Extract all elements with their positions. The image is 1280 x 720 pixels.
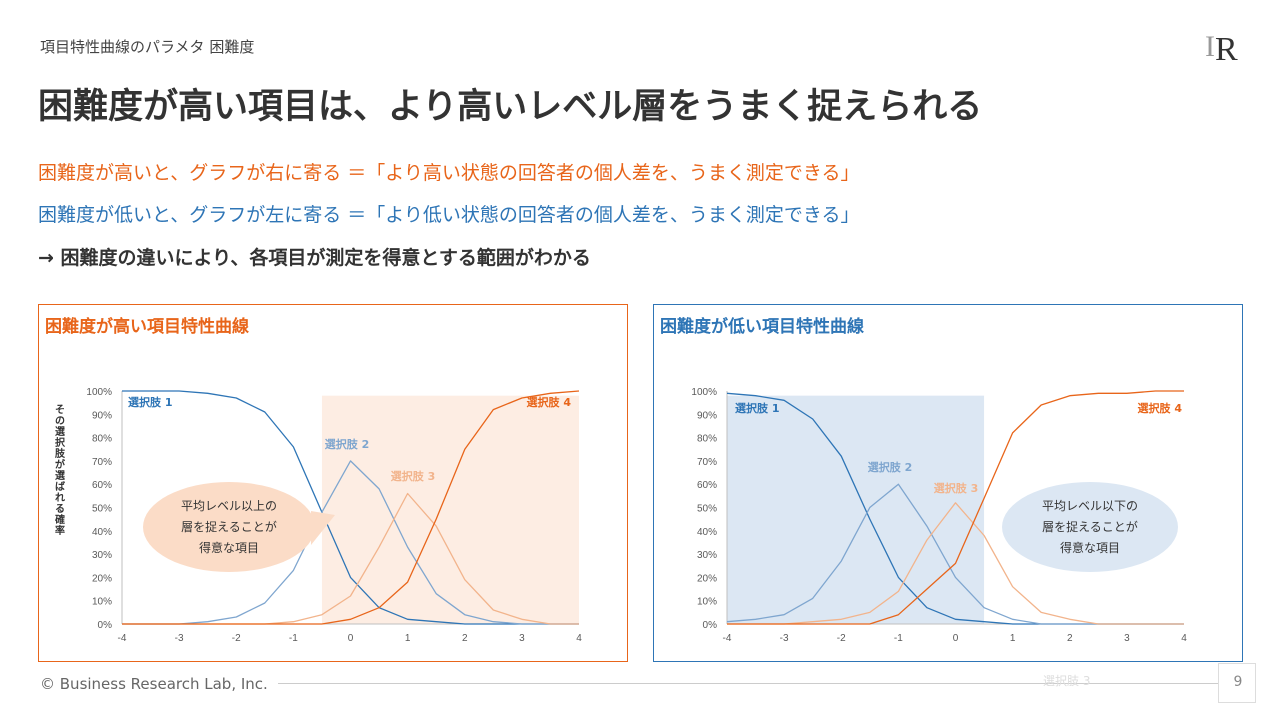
y-tick-label: 50% xyxy=(92,504,112,515)
x-tick-label: 2 xyxy=(1067,633,1073,644)
x-tick-label: -4 xyxy=(723,633,732,644)
x-tick-label: -3 xyxy=(175,633,184,644)
x-tick-label: -1 xyxy=(289,633,298,644)
y-tick-label: 20% xyxy=(92,573,112,584)
series-label-choice-4: 選択肢 4 xyxy=(527,395,572,409)
high-difficulty-chart: 0% 10% 20% 30% 40% 50% 60% 70% 80% 90% 100% -4 -3 -2 -… xyxy=(54,387,582,644)
y-tick-label: 60% xyxy=(697,480,717,491)
x-tick-label: 1 xyxy=(405,633,411,644)
page-number: 9 xyxy=(1233,674,1243,690)
y-tick-label: 30% xyxy=(697,550,717,561)
high-difficulty-panel: 困難度が高い項目特性曲線 0% 10% 20% 30% 40% 50% 60% 70% 80% 9… xyxy=(38,304,628,662)
x-tick-label: 2 xyxy=(462,633,468,644)
x-tick-label: -3 xyxy=(780,633,789,644)
page-title: 困難度が高い項目は、より高いレベル層をうまく捉えられる xyxy=(38,87,983,127)
callout-tail xyxy=(311,511,335,545)
copyright: © Business Research Lab, Inc. xyxy=(40,675,268,693)
footer-divider xyxy=(278,683,1218,684)
y-tick-label: 20% xyxy=(697,573,717,584)
y-tick-label: 50% xyxy=(697,504,717,515)
svg-text:R: R xyxy=(1215,31,1238,66)
y-tick-label: 90% xyxy=(697,410,717,421)
y-tick-label: 0% xyxy=(98,620,113,631)
company-logo: I R xyxy=(1203,26,1253,68)
page-number-box: 9 xyxy=(1218,663,1256,703)
high-difficulty-panel-title: 困難度が高い項目特性曲線 xyxy=(45,317,249,337)
y-axis-label: その選択肢が選ばれる確率 xyxy=(54,404,66,537)
x-tick-label: 3 xyxy=(1124,633,1130,644)
callout-text-line: 得意な項目 xyxy=(1060,540,1120,555)
y-tick-label: 100% xyxy=(86,387,112,398)
shaded-range xyxy=(321,395,579,624)
y-tick-label: 40% xyxy=(92,527,112,538)
x-tick-label: 4 xyxy=(576,633,582,644)
series-label-choice-1: 選択肢 1 xyxy=(735,401,779,415)
shaded-range xyxy=(727,395,985,624)
series-line-choice-2 xyxy=(122,460,579,625)
low-difficulty-panel: 困難度が低い項目特性曲線 0% 10% 20% 30% 40% 50% 60% 70% 80% 9… xyxy=(653,304,1243,662)
series-line-choice-1 xyxy=(122,390,579,625)
low-difficulty-statement: 困難度が低いと、グラフが左に寄る ＝「より低い状態の回答者の個人差を、うまく測定… xyxy=(38,204,860,226)
y-tick-label: 70% xyxy=(697,457,717,468)
svg-text:I: I xyxy=(1205,30,1215,63)
high-difficulty-statement: 困難度が高いと、グラフが右に寄る ＝「より高い状態の回答者の個人差を、うまく測定… xyxy=(38,162,860,184)
series-label-choice-2: 選択肢 2 xyxy=(325,437,369,451)
y-tick-label: 90% xyxy=(92,410,112,421)
series-line-choice-3 xyxy=(727,502,1184,625)
y-tick-label: 40% xyxy=(697,527,717,538)
y-tick-label: 10% xyxy=(92,597,112,608)
y-tick-label: 70% xyxy=(92,457,112,468)
low-difficulty-panel-title: 困難度が低い項目特性曲線 xyxy=(660,317,864,337)
series-label-choice-2: 選択肢 2 xyxy=(868,460,912,474)
callout-text-line: 層を捉えることが xyxy=(181,519,277,534)
series-label-choice-4: 選択肢 4 xyxy=(1138,401,1183,415)
callout-bubble xyxy=(143,482,315,572)
low-difficulty-chart: 0% 10% 20% 30% 40% 50% 60% 70% 80% 90% 100% -4 -3 -2 -… xyxy=(691,387,1187,644)
x-tick-label: -2 xyxy=(232,633,241,644)
series-line-choice-4 xyxy=(727,390,1184,625)
x-tick-label: -1 xyxy=(894,633,903,644)
x-tick-label: -2 xyxy=(837,633,846,644)
callout-text-line: 得意な項目 xyxy=(199,540,259,555)
series-label-choice-3: 選択肢 3 xyxy=(391,469,435,483)
x-tick-label: 1 xyxy=(1010,633,1016,644)
y-tick-label: 0% xyxy=(703,620,718,631)
y-tick-label: 80% xyxy=(697,434,717,445)
x-tick-label: 0 xyxy=(953,633,959,644)
y-tick-label: 100% xyxy=(691,387,717,398)
series-label-choice-1: 選択肢 1 xyxy=(128,395,172,409)
x-tick-label: 3 xyxy=(519,633,525,644)
series-label-choice-3: 選択肢 3 xyxy=(934,481,978,495)
series-line-choice-4 xyxy=(122,390,580,625)
callout-bubble xyxy=(1002,482,1178,572)
y-tick-label: 80% xyxy=(92,434,112,445)
conclusion-statement: → 困難度の違いにより、各項目が測定を得意とする範囲がわかる xyxy=(38,247,591,269)
ghost-label: 選択肢 3 xyxy=(1043,674,1091,688)
y-tick-label: 30% xyxy=(92,550,112,561)
x-tick-label: 4 xyxy=(1181,633,1187,644)
callout-text-line: 平均レベル以上の xyxy=(181,499,277,513)
x-tick-label: -4 xyxy=(118,633,127,644)
breadcrumb: 項目特性曲線のパラメタ 困難度 xyxy=(40,38,255,56)
callout-text-line: 平均レベル以下の xyxy=(1042,499,1138,513)
y-tick-label: 60% xyxy=(92,480,112,491)
callout-text-line: 層を捉えることが xyxy=(1042,519,1138,534)
y-tick-label: 10% xyxy=(697,597,717,608)
x-tick-label: 0 xyxy=(348,633,354,644)
